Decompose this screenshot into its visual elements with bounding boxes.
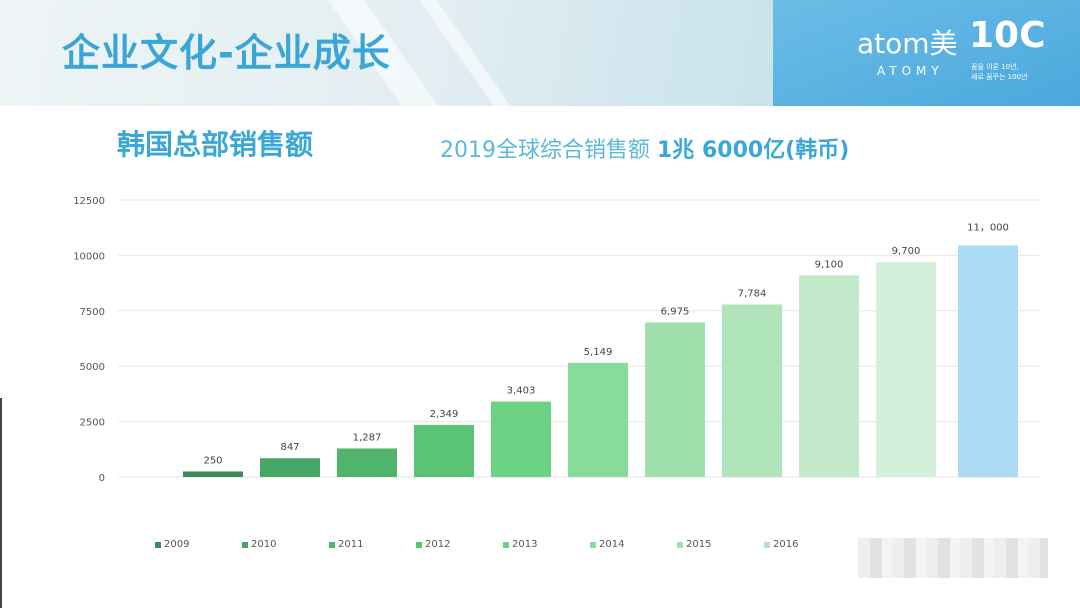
tagline-line: 꿈을 이룬 10년, bbox=[971, 63, 1019, 71]
data-label: 9,700 bbox=[892, 246, 921, 257]
bar-bar10 bbox=[958, 245, 1018, 477]
data-label: 1,287 bbox=[353, 432, 382, 443]
legend-label: 2009 bbox=[164, 539, 190, 550]
data-label: 6,975 bbox=[661, 306, 690, 317]
y-tick-label: 0 bbox=[99, 473, 105, 484]
data-label: 7,784 bbox=[738, 289, 767, 300]
tagline-line: 새로 꿈꾸는 100년 bbox=[971, 73, 1028, 81]
legend-swatch bbox=[242, 542, 248, 548]
legend-label: 2015 bbox=[686, 539, 712, 550]
watermark bbox=[858, 538, 1048, 578]
legend-label: 2012 bbox=[425, 539, 451, 550]
bar-2012 bbox=[414, 424, 474, 477]
legend-swatch bbox=[590, 542, 596, 548]
y-tick-label: 7500 bbox=[80, 307, 105, 318]
bar-bar8 bbox=[799, 275, 859, 477]
bar-2009 bbox=[183, 471, 243, 477]
legend-label: 2016 bbox=[773, 539, 799, 550]
bar-2010 bbox=[260, 458, 320, 477]
y-tick-label: 2500 bbox=[80, 418, 105, 429]
bar-2013 bbox=[491, 401, 551, 477]
data-label: 250 bbox=[203, 455, 222, 466]
chart-subtitle: 韩国总部销售额 bbox=[117, 128, 314, 161]
legend-item: 2011 bbox=[329, 539, 363, 551]
bar-2016 bbox=[722, 304, 782, 477]
legend-item: 2010 bbox=[242, 539, 276, 551]
legend-swatch bbox=[764, 542, 770, 548]
legend-label: 2013 bbox=[512, 539, 538, 550]
slide-title: 企业文化-企业成长 bbox=[62, 31, 391, 75]
legend-swatch bbox=[677, 542, 683, 548]
data-label: 5,149 bbox=[584, 347, 613, 358]
data-label: 847 bbox=[280, 442, 299, 453]
logo-text: atom美 bbox=[857, 27, 958, 60]
legend-item: 2014 bbox=[590, 539, 624, 551]
slide-header: 企业文化-企业成长 atom美 ATOMY 10C 꿈을 이룬 10년, 새로 꿈… bbox=[0, 0, 1080, 106]
divider bbox=[0, 398, 2, 608]
legend-item: 2013 bbox=[503, 539, 537, 551]
legend-swatch bbox=[155, 542, 161, 548]
bar-2015 bbox=[645, 322, 705, 477]
data-label: 2,349 bbox=[430, 409, 459, 420]
legend-item: 2012 bbox=[416, 539, 450, 551]
bar-2014 bbox=[568, 362, 628, 477]
data-label: 3,403 bbox=[507, 386, 536, 397]
legend-label: 2011 bbox=[338, 539, 364, 550]
anniversary-logo: 10C bbox=[969, 15, 1046, 56]
headline-prefix: 2019全球综合销售额 bbox=[440, 138, 657, 163]
legend-item: 2015 bbox=[677, 539, 711, 551]
legend-label: 2014 bbox=[599, 539, 625, 550]
logo-sub: ATOMY bbox=[877, 64, 944, 78]
legend-item: 2016 bbox=[764, 539, 798, 551]
bar-bar9 bbox=[876, 262, 936, 477]
y-tick-label: 12500 bbox=[73, 196, 105, 207]
y-tick-label: 5000 bbox=[80, 362, 105, 373]
legend-label: 2010 bbox=[251, 539, 277, 550]
legend-swatch bbox=[329, 542, 335, 548]
bar-2011 bbox=[337, 448, 397, 477]
atomy-logo: atom美 ATOMY 10C 꿈을 이룬 10년, 새로 꿈꾸는 100년 bbox=[773, 0, 1080, 106]
sales-headline: 2019全球综合销售额 1兆 6000亿(韩币) bbox=[440, 137, 849, 165]
data-label: 11，000 bbox=[967, 222, 1009, 233]
headline-emphasis: 1兆 6000亿(韩币) bbox=[656, 138, 850, 163]
legend-swatch bbox=[416, 542, 422, 548]
legend-swatch bbox=[503, 542, 509, 548]
legend-item: 2009 bbox=[155, 539, 189, 551]
logo-tagline: 꿈을 이룬 10년, 새로 꿈꾸는 100년 bbox=[971, 62, 1027, 82]
y-tick-label: 10000 bbox=[73, 251, 105, 262]
data-label: 9,100 bbox=[815, 259, 844, 270]
